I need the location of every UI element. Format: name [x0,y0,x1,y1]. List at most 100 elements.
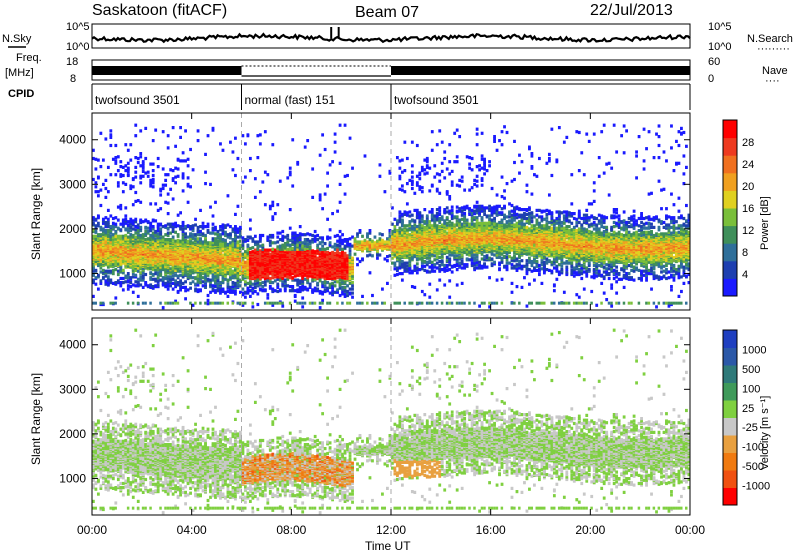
power-cell [159,243,163,247]
power-cell [94,167,98,171]
power-cell [101,276,105,280]
power-cell [301,244,305,248]
power-cell [199,237,202,241]
power-cell [121,251,125,255]
power-cell [106,217,110,221]
power-cell [221,148,225,152]
power-cell [149,162,153,166]
power-cell [331,212,334,216]
power-cell [124,233,128,238]
power-cell [258,281,262,285]
power-cell [333,284,337,288]
station-title: Saskatoon (fitACF) [92,2,227,19]
power-cell [111,281,115,285]
power-cell [395,219,399,223]
power-cell [144,218,148,222]
power-cell [134,165,138,169]
power-cell [346,238,349,242]
power-cell [161,167,165,171]
power-cell [156,232,160,236]
power-cell [136,233,140,237]
power-cell [263,248,267,252]
power-cell [241,252,245,256]
power-cell [400,228,404,232]
power-cell [131,223,135,227]
power-cell [94,268,98,272]
power-cell [149,221,153,225]
power-cell [251,305,255,309]
power-cell [96,175,100,179]
power-cell [154,272,158,276]
power-cell [341,242,344,246]
power-cell [271,143,275,147]
power-cell [386,237,389,241]
power-cell [131,290,135,294]
power-cell [224,224,227,228]
power-cell [231,238,235,242]
power-cell [131,275,135,279]
power-cell [161,183,165,187]
power-cell [251,282,255,286]
power-cell [96,233,100,237]
power-cell [209,290,212,294]
power-cell [154,233,158,238]
power-cell [356,240,359,244]
power-cell [184,268,187,272]
power-cell [206,302,210,306]
power-cell [116,238,120,242]
power-cell [348,276,352,281]
power-cell [196,229,200,233]
power-cell [338,247,342,251]
power-cell [273,241,277,245]
power-cell [92,242,95,246]
power-cell [106,223,110,227]
power-cell [271,241,275,245]
power-cell [144,126,148,130]
power-cell [236,204,240,208]
power-cell [104,186,108,191]
power-cell [161,276,165,280]
power-cell [134,284,138,288]
power-cell [176,224,180,228]
power-cell [361,240,364,244]
power-cell [141,233,145,237]
power-cell [166,226,170,230]
power-cell [351,244,354,248]
power-cell [216,282,220,286]
power-cell [144,225,148,229]
power-cell [318,236,322,240]
power-cell [326,286,330,290]
power-cell [181,189,185,193]
power-cell [251,286,255,290]
power-cell [243,295,247,299]
power-scatter [92,113,691,310]
power-cell [92,245,95,249]
power-cell [338,293,342,298]
power-cell [141,274,145,278]
power-cell [346,284,349,288]
power-cell [124,274,128,278]
power-cell [258,287,262,291]
power-cell [121,181,125,185]
power-cell [194,287,197,291]
power-cell [129,186,133,191]
power-cell [169,231,173,235]
cpid-segment-label: twofsound 3501 [95,93,180,107]
power-cell [96,190,100,194]
power-cell [239,225,242,229]
power-cell [271,247,275,251]
power-cell [246,247,250,251]
power-cell [229,225,232,229]
power-cell [121,281,125,285]
power-cell [166,146,170,150]
power-cell [176,289,180,294]
power-cell [164,238,168,242]
power-cell [271,200,275,204]
power-cell [114,143,118,148]
power-cell [101,217,105,221]
power-cell [226,278,230,282]
power-cell [268,280,272,284]
power-cell [111,221,115,225]
power-cell [316,287,320,291]
power-cell [151,177,155,182]
